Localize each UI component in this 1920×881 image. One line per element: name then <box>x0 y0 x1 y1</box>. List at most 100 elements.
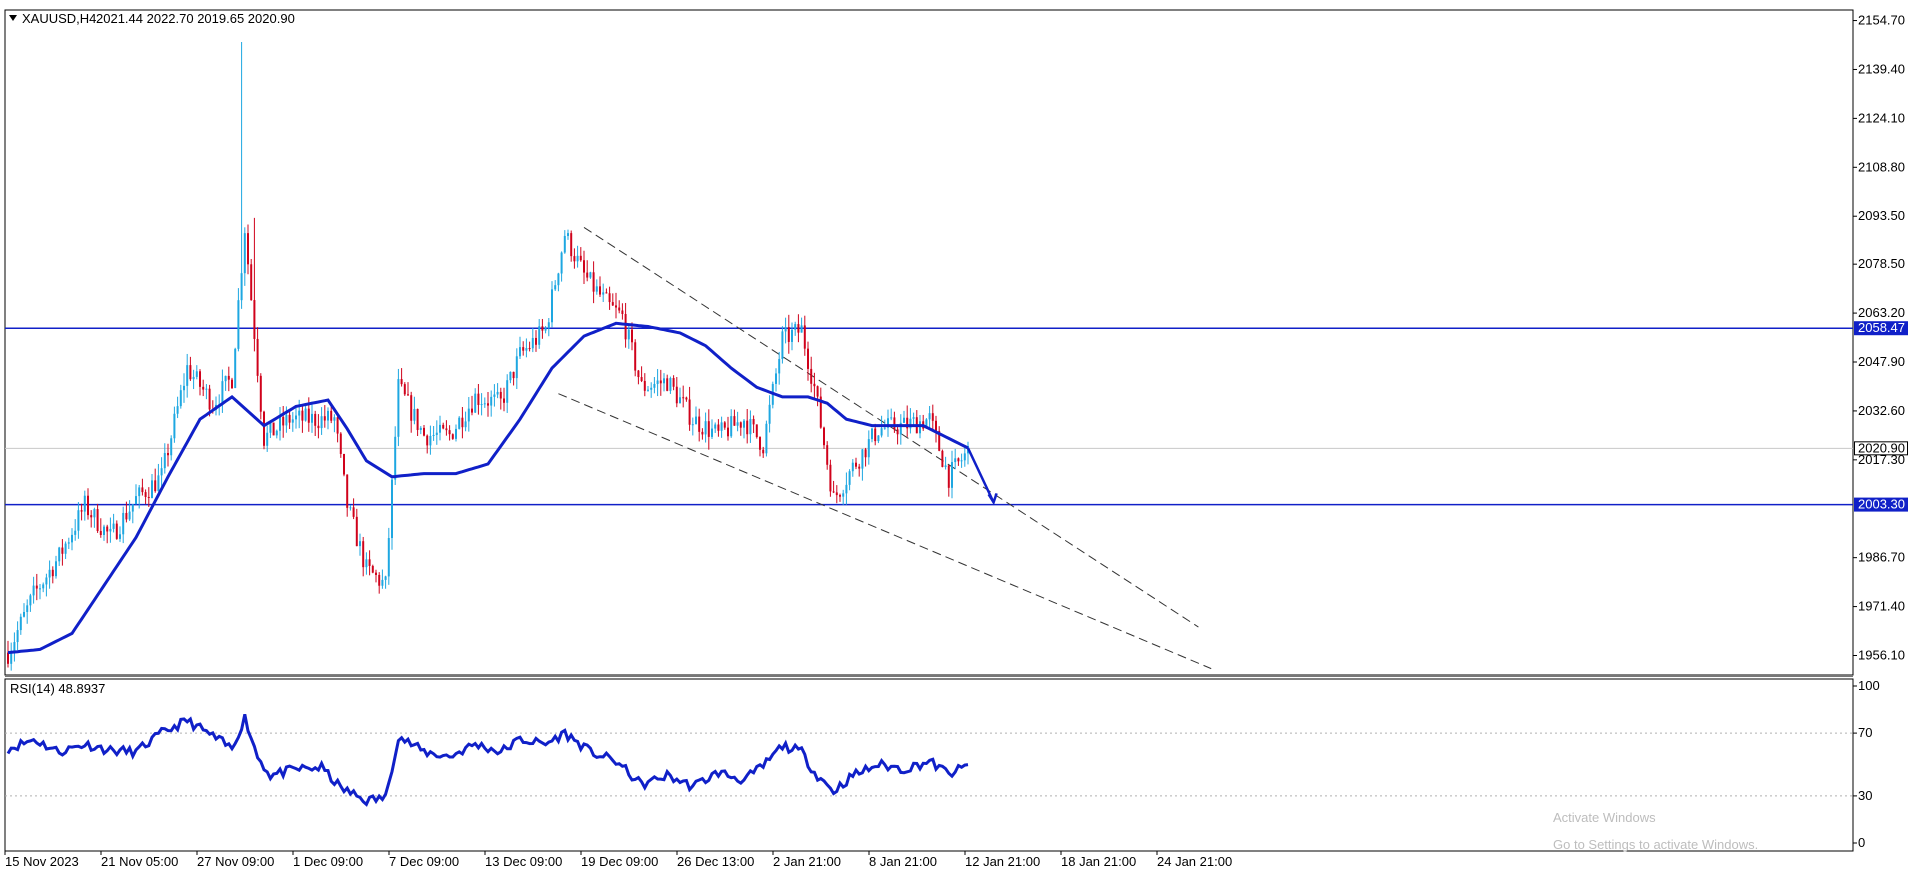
rsi-axis: 100 70 30 0 <box>5 678 1880 850</box>
arrow-head-icon[interactable] <box>987 492 998 506</box>
candle-body <box>13 642 16 652</box>
channel-line[interactable] <box>558 393 1212 670</box>
candle-body <box>442 424 445 429</box>
trend-channel[interactable] <box>558 226 1212 670</box>
candle-body <box>7 652 9 664</box>
candle-body <box>519 347 521 357</box>
price-tick-label: 2124.10 <box>1858 110 1905 125</box>
candle-body <box>752 419 755 425</box>
candle-body <box>615 305 617 308</box>
candle-body <box>115 523 118 539</box>
candle-body <box>736 422 739 426</box>
current-price-tag-inner <box>1855 442 1907 455</box>
price-tick-label: 2139.40 <box>1858 61 1905 76</box>
channel-line[interactable] <box>583 226 1199 628</box>
candle-body <box>451 434 454 439</box>
candle-body <box>743 420 745 428</box>
candle-body <box>711 428 713 437</box>
candle-body <box>295 415 297 420</box>
candle-body <box>99 530 102 535</box>
candle-body <box>861 449 864 469</box>
forecast-arrow[interactable] <box>966 447 998 506</box>
candle-body <box>186 365 189 386</box>
candle-body <box>877 435 880 442</box>
candle-body <box>781 331 784 359</box>
candle-body <box>231 379 233 389</box>
candle-body <box>570 233 573 257</box>
candle-body <box>205 388 208 390</box>
candle-body <box>819 396 822 428</box>
candle-body <box>749 419 752 435</box>
candle-body <box>960 460 963 462</box>
arrow-shaft[interactable] <box>966 447 995 503</box>
candle-body <box>477 393 480 405</box>
candle-body <box>122 512 125 535</box>
candle-body <box>29 595 32 606</box>
candle-body <box>467 408 470 422</box>
candle-body <box>298 410 301 416</box>
candle-body <box>247 233 249 265</box>
candle-body <box>595 286 598 292</box>
moving-average-line <box>7 321 969 655</box>
candle-body <box>170 438 173 456</box>
candle-body <box>509 371 512 381</box>
time-tick-label: 15 Nov 2023 <box>5 854 79 869</box>
candle-body <box>803 325 806 349</box>
candle-body <box>407 394 409 396</box>
collapse-triangle-icon[interactable] <box>9 15 17 21</box>
candle-body <box>112 523 115 529</box>
candle-body <box>551 289 553 323</box>
candle-body <box>93 509 96 518</box>
candle-body <box>487 403 489 406</box>
candle-body <box>835 492 838 496</box>
candle-body <box>906 417 909 429</box>
horizontal-levels[interactable] <box>5 327 1853 506</box>
candle-body <box>679 397 681 404</box>
candle-body <box>119 534 121 539</box>
candle-body <box>541 326 544 331</box>
time-tick-label: 21 Nov 05:00 <box>101 854 178 869</box>
candle-body <box>371 565 374 573</box>
candle-body <box>611 302 614 306</box>
candle-body <box>874 428 877 442</box>
candle-body <box>528 348 531 350</box>
candle-body <box>160 468 163 476</box>
candle-body <box>339 433 342 454</box>
candle-body <box>810 368 813 384</box>
rsi-line <box>6 713 969 807</box>
candle-body <box>96 509 99 531</box>
candle-body <box>839 495 841 497</box>
candle-body <box>471 408 473 413</box>
candle-body <box>48 569 51 578</box>
candle-body <box>67 542 70 544</box>
candle-body <box>195 371 198 377</box>
candle-body <box>343 453 345 475</box>
candle-body <box>909 418 912 429</box>
price-tags: 2058.47 2003.30 2020.90 <box>1854 320 1908 512</box>
candle-body <box>554 285 557 290</box>
rsi-tick-label: 100 <box>1858 678 1880 693</box>
candle-body <box>151 480 153 498</box>
candle-body <box>208 388 211 410</box>
candle-body <box>26 605 29 612</box>
candle-body <box>330 410 333 421</box>
candle-body <box>51 569 54 577</box>
candle-body <box>243 233 246 274</box>
candle-body <box>288 414 291 423</box>
rsi-tick-label: 30 <box>1858 788 1872 803</box>
candle-body <box>499 391 502 399</box>
time-tick-label: 26 Dec 13:00 <box>677 854 754 869</box>
price-tick-label: 2108.80 <box>1858 159 1905 174</box>
candle-body <box>336 417 339 434</box>
candle-body <box>455 428 457 439</box>
candle-body <box>234 348 237 389</box>
candle-body <box>669 378 672 391</box>
candle-body <box>55 561 57 577</box>
candle-body <box>883 427 886 429</box>
price-tick-label: 2032.60 <box>1858 403 1905 418</box>
candle-body <box>362 541 365 568</box>
candle-body <box>919 421 921 434</box>
rsi-pane-frame <box>4 678 1854 852</box>
candle-body <box>307 408 310 423</box>
candle-body <box>858 466 861 469</box>
